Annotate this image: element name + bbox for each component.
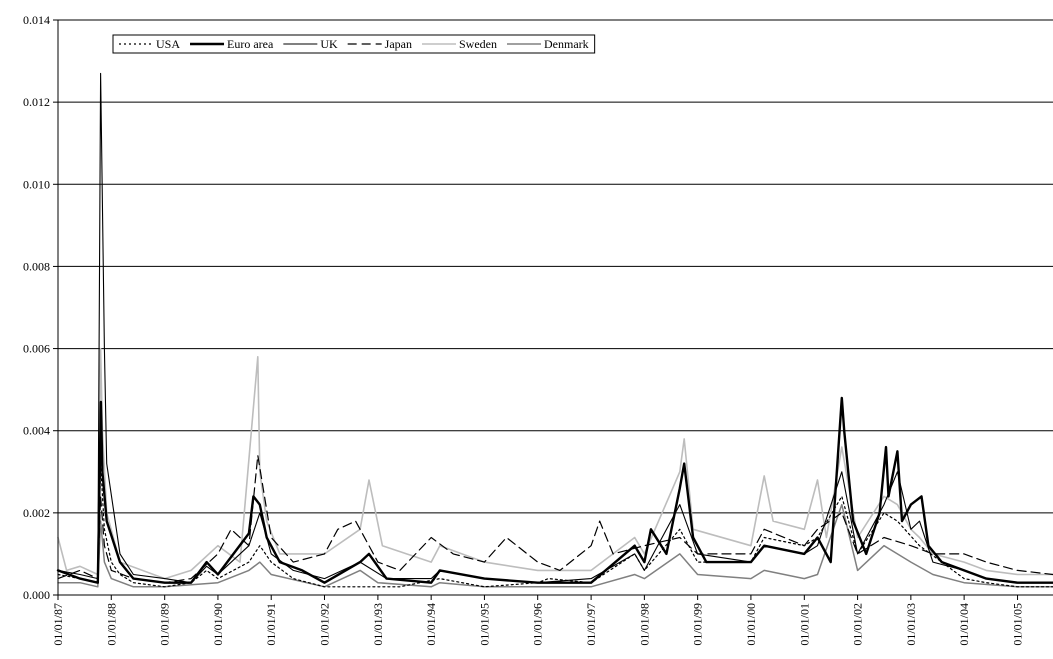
y-tick-label: 0.000 xyxy=(23,588,50,602)
x-tick-label: 01/01/97 xyxy=(584,603,598,646)
x-tick-label: 01/01/03 xyxy=(904,603,918,646)
series-lines xyxy=(56,72,1053,588)
y-tick-label: 0.010 xyxy=(23,177,50,191)
series-line-usa xyxy=(57,463,1053,588)
x-tick-label: 01/01/98 xyxy=(637,603,651,646)
x-tick-label: 01/01/02 xyxy=(851,603,865,646)
series-line-japan xyxy=(57,454,1053,584)
x-tick-label: 01/01/94 xyxy=(424,603,438,646)
legend-label-euro-area: Euro area xyxy=(227,37,274,51)
y-tick-label: 0.002 xyxy=(23,506,50,520)
x-tick-label: 01/01/05 xyxy=(1011,603,1025,646)
x-tick-label: 01/01/89 xyxy=(158,603,172,646)
y-tick-label: 0.008 xyxy=(23,259,50,273)
y-tick-label: 0.014 xyxy=(23,13,50,27)
series-line-denmark xyxy=(57,503,1053,588)
x-tick-label: 01/01/93 xyxy=(371,603,385,646)
legend-label-denmark: Denmark xyxy=(544,37,589,51)
legend-label-japan: Japan xyxy=(385,37,412,51)
legend-label-usa: USA xyxy=(156,37,180,51)
x-tick-label: 01/01/04 xyxy=(957,603,971,646)
x-tick-label: 01/01/90 xyxy=(211,603,225,646)
x-tick-label: 01/01/95 xyxy=(477,603,491,646)
x-tick-labels: 01/01/87 01/01/88 01/01/89 01/01/90 01/01/91… xyxy=(51,595,1025,646)
legend: USA Euro area UK Japan Sweden Denmark xyxy=(112,34,596,54)
y-tick-labels: 0.000 0.002 0.004 0.006 0.008 0.010 0.012 0.014 xyxy=(23,13,58,602)
gridlines xyxy=(58,19,1053,514)
y-tick-label: 0.006 xyxy=(23,342,50,356)
x-tick-label: 01/01/87 xyxy=(51,603,65,646)
legend-label-uk: UK xyxy=(320,37,338,51)
y-tick-label: 0.012 xyxy=(23,95,50,109)
series-line-sweden xyxy=(57,347,1053,580)
legend-label-sweden: Sweden xyxy=(459,37,497,51)
x-tick-label: 01/01/00 xyxy=(744,603,758,646)
series-line-uk xyxy=(57,72,1053,584)
x-tick-label: 01/01/96 xyxy=(531,603,545,646)
x-tick-label: 01/01/99 xyxy=(691,603,705,646)
x-tick-label: 01/01/88 xyxy=(104,603,118,646)
series-line-euro-area xyxy=(56,396,1053,584)
y-tick-label: 0.004 xyxy=(23,424,50,438)
x-tick-label: 01/01/91 xyxy=(264,603,278,646)
x-tick-label: 01/01/92 xyxy=(317,603,331,646)
x-tick-label: 01/01/01 xyxy=(797,603,811,646)
axes xyxy=(57,20,1053,596)
